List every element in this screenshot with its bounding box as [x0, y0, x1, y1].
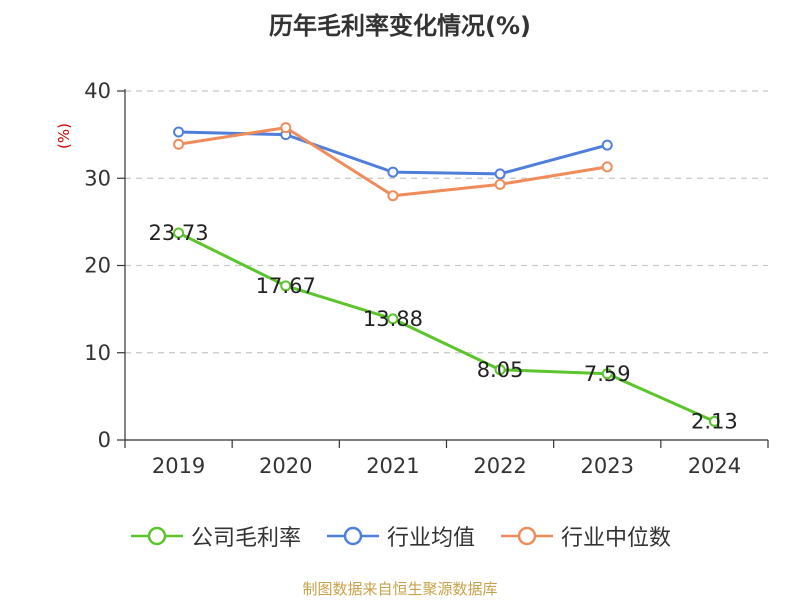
legend-line-marker-icon — [501, 526, 553, 546]
legend-label-company: 公司毛利率 — [190, 526, 301, 551]
data-point-2 — [173, 138, 185, 150]
data-point-2 — [387, 190, 399, 202]
data-point-0 — [280, 280, 292, 292]
x-tick-label: 2020 — [259, 454, 312, 478]
line-chart: 0 10 20 30 40 2019 2020 2021 2022 2023 2024 23.73 17… — [84, 79, 769, 478]
data-label: 2.13 — [691, 409, 738, 433]
legend-line-marker-icon — [130, 526, 183, 546]
data-point-1 — [601, 139, 613, 151]
data-point-1 — [173, 126, 185, 138]
legend-label-industry-avg: 行业均值 — [386, 526, 475, 551]
data-point-0 — [601, 368, 613, 380]
data-point-0 — [387, 313, 399, 325]
legend-label-industry-median: 行业中位数 — [561, 526, 672, 551]
data-point-2 — [280, 122, 292, 134]
chart-legend: 公司毛利率 行业均值 行业中位数 — [0, 520, 800, 552]
data-point-2 — [601, 161, 613, 173]
x-tick-label: 2019 — [152, 454, 205, 478]
y-tick-label: 0 — [98, 428, 111, 452]
x-tick-label: 2022 — [473, 454, 526, 478]
legend-line-marker-icon — [326, 526, 379, 546]
data-point-0 — [494, 364, 506, 376]
series-line-0 — [177, 231, 716, 423]
y-tick-label: 20 — [84, 254, 111, 278]
y-tick-label: 40 — [84, 79, 111, 103]
legend-item-industry-avg[interactable]: 行业均值 — [325, 520, 475, 552]
data-point-1 — [387, 166, 399, 178]
data-point-1 — [494, 168, 506, 180]
data-source-note: 制图数据来自恒生聚源数据库 — [302, 580, 498, 598]
x-tick-label: 2024 — [688, 454, 741, 478]
x-tick-label: 2023 — [581, 454, 634, 478]
data-point-2 — [494, 178, 506, 190]
data-point-0 — [708, 415, 720, 427]
data-label: 7.59 — [584, 362, 631, 386]
legend-item-industry-median[interactable]: 行业中位数 — [499, 520, 671, 552]
y-tick-label: 30 — [84, 166, 111, 190]
x-tick-label: 2021 — [366, 454, 419, 478]
data-label: 8.05 — [477, 358, 524, 382]
data-point-0 — [173, 227, 185, 239]
chart-title: 历年毛利率变化情况(%) — [269, 12, 531, 40]
y-tick-label: 10 — [84, 341, 111, 365]
data-label: 13.88 — [363, 307, 423, 331]
data-label: 23.73 — [149, 221, 209, 245]
legend-item-company[interactable]: 公司毛利率 — [129, 520, 301, 552]
data-label: 17.67 — [256, 274, 316, 298]
